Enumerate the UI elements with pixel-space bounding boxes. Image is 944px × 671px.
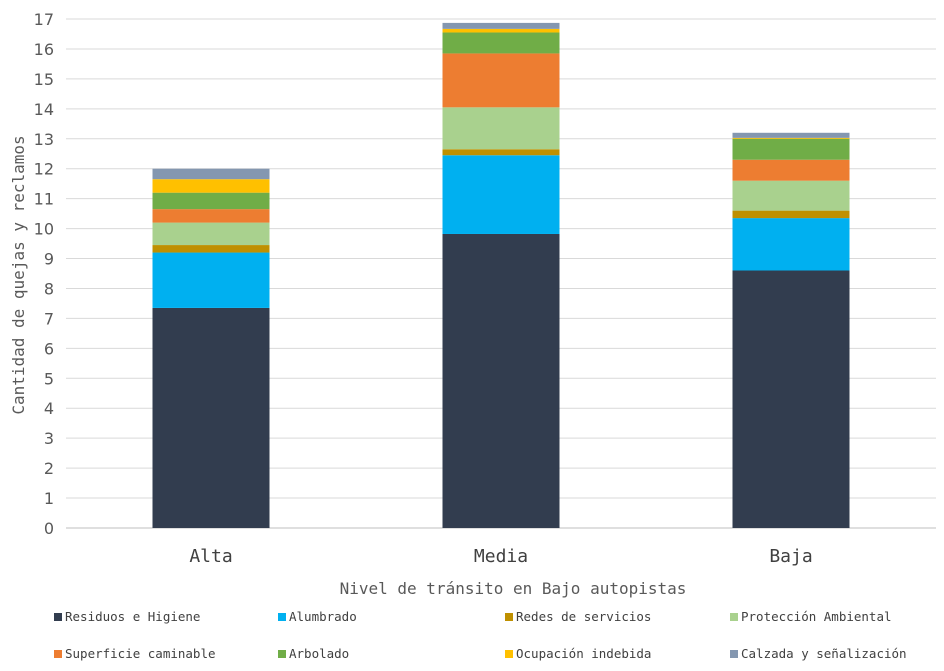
bar-segment-alta-6 xyxy=(152,179,270,193)
bar-segment-baja-4 xyxy=(732,159,850,181)
legend-label: Ocupación indebida xyxy=(516,646,651,661)
y-tick-label: 5 xyxy=(44,369,54,388)
y-tick-label: 11 xyxy=(34,190,54,209)
legend: Residuos e Higiene Alumbrado Redes de serv… xyxy=(54,609,907,661)
bar-segment-baja-1 xyxy=(732,218,850,271)
bar-segment-alta-0 xyxy=(152,307,270,528)
legend-label: Protección Ambiental xyxy=(741,609,892,624)
bar-segment-alta-2 xyxy=(152,245,270,253)
y-tick-label: 1 xyxy=(44,489,54,508)
y-tick-label: 13 xyxy=(34,130,54,149)
bar-segment-media-6 xyxy=(442,28,560,33)
legend-swatch xyxy=(505,613,513,621)
y-tick-label: 8 xyxy=(44,279,54,298)
bar-segment-media-2 xyxy=(442,149,560,156)
x-axis-title: Nivel de tránsito en Bajo autopistas xyxy=(340,579,687,598)
y-tick-label: 6 xyxy=(44,339,54,358)
legend-swatch xyxy=(54,650,62,658)
legend-swatch xyxy=(505,650,513,658)
legend-swatch xyxy=(278,613,286,621)
legend-label: Redes de servicios xyxy=(516,609,651,624)
bar-segment-alta-7 xyxy=(152,168,270,180)
bar-segment-alta-3 xyxy=(152,222,270,246)
legend-label: Superficie caminable xyxy=(65,646,216,661)
x-axis-category-labels: Alta Media Baja xyxy=(189,546,812,567)
category-label-alta: Alta xyxy=(189,546,232,567)
bar-segment-media-5 xyxy=(442,32,560,54)
y-tick-label: 4 xyxy=(44,399,54,418)
legend-swatch xyxy=(54,613,62,621)
y-tick-label: 0 xyxy=(44,519,54,538)
y-tick-label: 10 xyxy=(34,220,54,239)
category-label-media: Media xyxy=(474,546,528,567)
bar-segment-media-1 xyxy=(442,155,560,234)
y-tick-label: 3 xyxy=(44,429,54,448)
bar-segment-baja-3 xyxy=(732,180,850,211)
bar-segment-media-4 xyxy=(442,53,560,108)
bar-segment-media-7 xyxy=(442,22,560,29)
bar-segment-alta-5 xyxy=(152,192,270,210)
legend-swatch xyxy=(730,613,738,621)
y-tick-label: 17 xyxy=(34,10,54,29)
y-tick-label: 12 xyxy=(34,160,54,179)
bar-segment-alta-1 xyxy=(152,252,270,308)
bar-segment-baja-0 xyxy=(732,270,850,528)
bar-segment-baja-5 xyxy=(732,138,850,160)
legend-swatch xyxy=(730,650,738,658)
bar-segment-baja-7 xyxy=(732,132,850,138)
legend-label: Calzada y señalización xyxy=(741,646,907,661)
y-tick-label: 7 xyxy=(44,309,54,328)
legend-label: Alumbrado xyxy=(289,609,357,624)
y-tick-label: 16 xyxy=(34,40,54,59)
bar-segment-baja-6 xyxy=(732,137,850,139)
y-axis-title: Cantidad de quejas y reclamos xyxy=(9,135,28,414)
legend-label: Residuos e Higiene xyxy=(65,609,200,624)
bar-segment-media-0 xyxy=(442,233,560,528)
bars xyxy=(152,22,850,528)
legend-label: Arbolado xyxy=(289,646,349,661)
y-tick-label: 15 xyxy=(34,70,54,89)
legend-swatch xyxy=(278,650,286,658)
bar-segment-baja-2 xyxy=(732,210,850,219)
y-tick-label: 9 xyxy=(44,250,54,269)
y-tick-label: 14 xyxy=(34,100,54,119)
bar-segment-alta-4 xyxy=(152,209,270,223)
y-tick-label: 2 xyxy=(44,459,54,478)
category-label-baja: Baja xyxy=(769,546,812,567)
bar-segment-media-3 xyxy=(442,107,560,150)
